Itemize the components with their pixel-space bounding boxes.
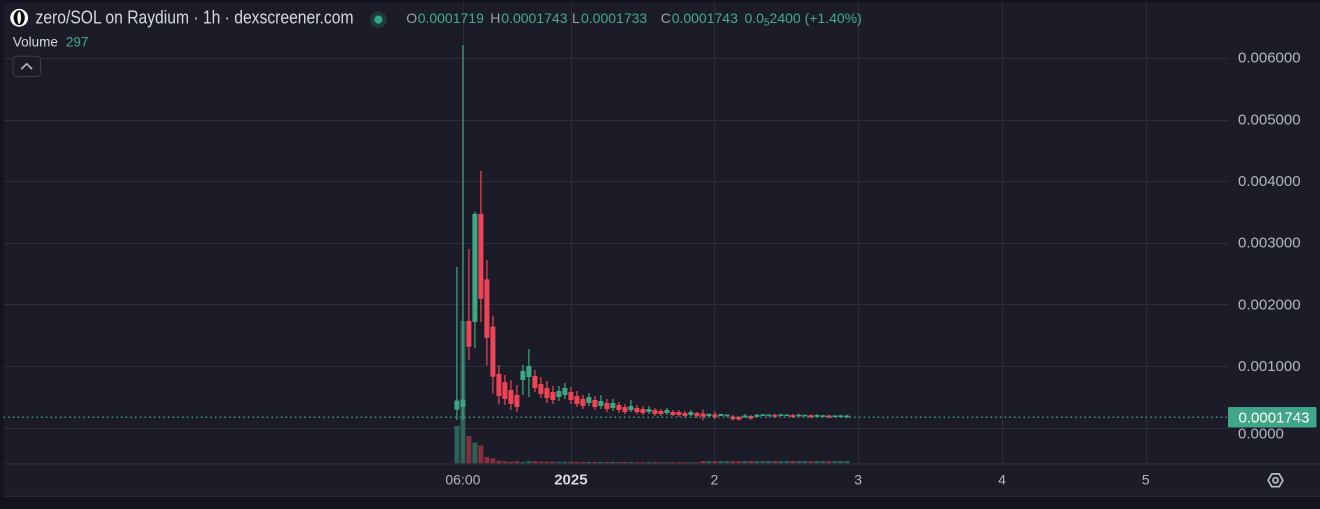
svg-text:H: H bbox=[490, 10, 500, 26]
svg-text:3: 3 bbox=[854, 471, 862, 487]
svg-text:C: C bbox=[661, 10, 671, 26]
svg-text:0.052400 (+1.40%): 0.052400 (+1.40%) bbox=[745, 10, 862, 29]
svg-text:0.001000: 0.001000 bbox=[1238, 358, 1301, 375]
svg-text:L: L bbox=[572, 10, 580, 26]
svg-text:O: O bbox=[406, 10, 417, 26]
svg-text:0.0001743: 0.0001743 bbox=[501, 10, 567, 26]
svg-text:0.0001743: 0.0001743 bbox=[1239, 409, 1310, 426]
svg-text:0.0001733: 0.0001733 bbox=[581, 10, 647, 26]
svg-text:4: 4 bbox=[998, 471, 1006, 487]
svg-text:0.005000: 0.005000 bbox=[1238, 111, 1301, 128]
svg-text:0.003000: 0.003000 bbox=[1238, 235, 1301, 252]
svg-text:0.004000: 0.004000 bbox=[1238, 173, 1301, 190]
svg-text:5: 5 bbox=[1142, 471, 1150, 487]
svg-text:0.006000: 0.006000 bbox=[1238, 50, 1301, 67]
svg-text:2: 2 bbox=[711, 471, 719, 487]
svg-text:2025: 2025 bbox=[554, 472, 587, 489]
svg-text:06:00: 06:00 bbox=[445, 471, 480, 487]
svg-text:Volume: Volume bbox=[13, 35, 58, 50]
svg-text:297: 297 bbox=[66, 35, 89, 50]
svg-text:zero/SOL on Raydium · 1h · dex: zero/SOL on Raydium · 1h · dexscreener.c… bbox=[36, 8, 354, 28]
svg-text:0.0001743: 0.0001743 bbox=[672, 10, 738, 26]
svg-text:0.0001719: 0.0001719 bbox=[418, 10, 484, 26]
svg-text:0.0000: 0.0000 bbox=[1238, 426, 1284, 443]
svg-text:0.002000: 0.002000 bbox=[1238, 296, 1301, 313]
